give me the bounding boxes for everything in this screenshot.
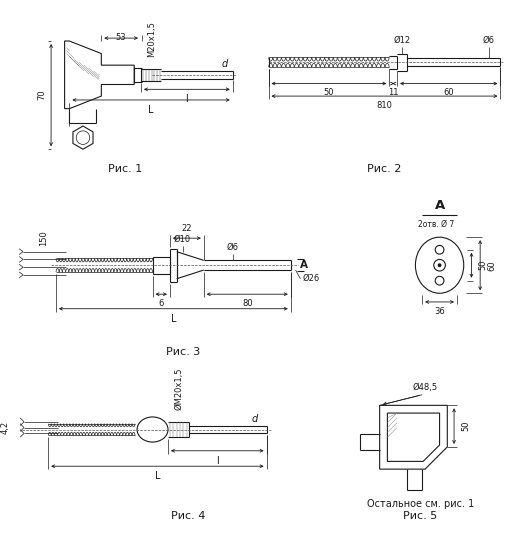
- Text: 36: 36: [433, 307, 444, 316]
- Text: d: d: [251, 414, 258, 424]
- Text: Ø6: Ø6: [482, 36, 494, 45]
- Text: L: L: [170, 313, 176, 324]
- Text: d: d: [221, 59, 228, 69]
- Circle shape: [437, 263, 441, 267]
- Text: 50: 50: [477, 260, 486, 270]
- Text: M20x1,5: M20x1,5: [147, 22, 156, 58]
- Text: L: L: [148, 105, 154, 115]
- Text: Рис. 4: Рис. 4: [171, 512, 205, 521]
- Text: 4,2: 4,2: [1, 421, 10, 434]
- Text: 6: 6: [158, 299, 163, 308]
- Text: 2отв. Ø 7: 2отв. Ø 7: [417, 220, 454, 229]
- Text: A: A: [434, 199, 444, 212]
- Text: 11: 11: [387, 89, 398, 97]
- Text: L: L: [154, 471, 160, 481]
- Text: Ø10: Ø10: [174, 235, 191, 244]
- Text: Рис. 3: Рис. 3: [166, 347, 200, 357]
- Text: 50: 50: [323, 89, 333, 97]
- Text: Ø12: Ø12: [392, 36, 410, 45]
- Text: Ø48,5: Ø48,5: [412, 383, 437, 392]
- Text: 70: 70: [37, 90, 46, 100]
- Text: l: l: [185, 94, 188, 104]
- Text: Остальное см. рис. 1: Остальное см. рис. 1: [366, 499, 473, 509]
- Text: Ø26: Ø26: [302, 274, 319, 283]
- Text: Рис. 1: Рис. 1: [108, 163, 143, 174]
- Text: Рис. 5: Рис. 5: [402, 510, 437, 521]
- Text: 22: 22: [181, 224, 192, 233]
- Text: 60: 60: [486, 260, 495, 270]
- Text: 60: 60: [442, 89, 453, 97]
- Text: Ø6: Ø6: [227, 243, 238, 252]
- Text: 50: 50: [461, 421, 470, 431]
- Text: 150: 150: [39, 230, 48, 246]
- Text: Рис. 2: Рис. 2: [366, 163, 401, 174]
- Text: 53: 53: [116, 33, 126, 42]
- Text: 80: 80: [241, 299, 252, 308]
- Text: 810: 810: [376, 101, 391, 110]
- Text: ØM20x1,5: ØM20x1,5: [174, 368, 183, 410]
- Text: l: l: [215, 456, 218, 465]
- Text: A: A: [300, 260, 308, 270]
